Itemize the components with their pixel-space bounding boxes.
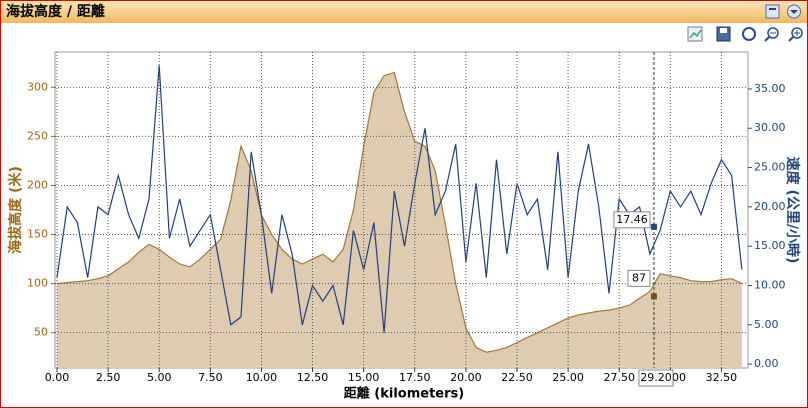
x-tick-label: 5.00 bbox=[147, 371, 172, 384]
x-tick-label: 7.50 bbox=[198, 371, 223, 384]
tooltip-speed: 17.46 bbox=[616, 213, 648, 226]
y-tick-label: 50 bbox=[34, 326, 48, 339]
window-title: 海拔高度 / 距離 bbox=[6, 3, 105, 20]
x-tick-label: 22.50 bbox=[501, 371, 533, 384]
y-axis-title: 海拔高度 (米) bbox=[7, 166, 24, 254]
y-tick-label: 100 bbox=[27, 277, 48, 290]
x-tick-label: 10.00 bbox=[246, 371, 278, 384]
x-tick-label: 2.50 bbox=[96, 371, 121, 384]
cursor-speed-marker bbox=[650, 223, 657, 230]
y2-tick-label: 0.00 bbox=[754, 357, 779, 370]
x-tick-label: 15.00 bbox=[348, 371, 380, 384]
x-tick-label: 25.00 bbox=[552, 371, 584, 384]
x-tick-label: 20.00 bbox=[450, 371, 482, 384]
y-tick-label: 300 bbox=[27, 80, 48, 93]
x-axis-title: 距離 (kilometers) bbox=[344, 386, 464, 402]
tooltip-box bbox=[638, 369, 674, 387]
y2-axis-title: 速度 (公里/小時) bbox=[784, 157, 801, 264]
y-tick-label: 250 bbox=[27, 129, 48, 142]
y2-tick-label: 15.00 bbox=[754, 239, 786, 252]
y2-tick-label: 25.00 bbox=[754, 161, 786, 174]
x-tick-label: 32.50 bbox=[706, 371, 738, 384]
y2-tick-label: 35.00 bbox=[754, 82, 786, 95]
tooltip-box bbox=[627, 269, 651, 287]
window-buttons[interactable] bbox=[765, 4, 801, 19]
x-tick-label: 17.50 bbox=[399, 371, 431, 384]
toolbar-reset-button[interactable] bbox=[742, 27, 756, 41]
y-tick-label: 200 bbox=[27, 178, 48, 191]
y2-tick-label: 20.00 bbox=[754, 200, 786, 213]
elevation-line bbox=[56, 71, 743, 353]
cursor-elevation-marker bbox=[650, 293, 657, 300]
x-tick-label: 27.50 bbox=[603, 371, 635, 384]
title-bar bbox=[1, 1, 807, 23]
y2-tick-label: 5.00 bbox=[754, 318, 779, 331]
tooltip-elevation: 87 bbox=[632, 271, 646, 284]
toolbar[interactable] bbox=[687, 26, 803, 42]
minimize-button[interactable] bbox=[765, 4, 780, 19]
x-tick-label: 0.00 bbox=[45, 371, 70, 384]
y-tick-label: 150 bbox=[27, 228, 48, 241]
x-tick-label: 12.50 bbox=[297, 371, 329, 384]
y2-tick-label: 10.00 bbox=[754, 278, 786, 291]
tooltip-box bbox=[613, 211, 651, 229]
y2-tick-label: 30.00 bbox=[754, 121, 786, 134]
tooltip-x: 29.20 bbox=[640, 371, 672, 384]
